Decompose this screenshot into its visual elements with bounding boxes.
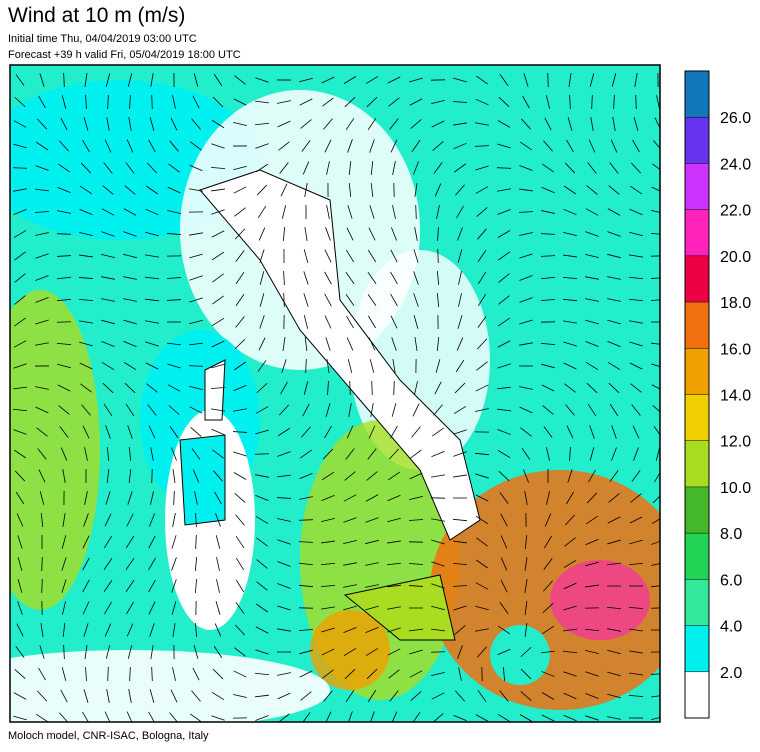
field-magenta bbox=[550, 560, 650, 640]
colorbar-label: 18.0 bbox=[720, 295, 751, 312]
colorbar-bin bbox=[685, 487, 709, 533]
colorbar-label: 20.0 bbox=[720, 249, 751, 266]
colorbar-label: 12.0 bbox=[720, 434, 751, 451]
wind-arrow bbox=[416, 205, 417, 219]
colorbar-label: 10.0 bbox=[720, 480, 751, 497]
colorbar-bin bbox=[685, 302, 709, 348]
colorbar-bin bbox=[685, 71, 709, 117]
colorbar-bin bbox=[685, 395, 709, 441]
wind-arrow bbox=[108, 667, 109, 681]
map-field bbox=[0, 65, 690, 730]
colorbar-label: 24.0 bbox=[720, 156, 751, 173]
colorbar-bin bbox=[685, 348, 709, 394]
sardinia bbox=[180, 435, 225, 525]
colorbar-bin bbox=[685, 256, 709, 302]
colorbar-label: 4.0 bbox=[720, 619, 742, 636]
colorbar-bin bbox=[685, 117, 709, 163]
wind-arrow bbox=[189, 366, 203, 367]
wind-arrow bbox=[636, 95, 637, 109]
colorbar-label: 14.0 bbox=[720, 388, 751, 405]
wind-arrow bbox=[548, 73, 549, 87]
colorbar-bin bbox=[685, 441, 709, 487]
colorbar: 2.0 4.0 6.0 8.0 10.0 12.0 14.0 16.0 18.0 20.0 22.0… bbox=[685, 71, 751, 718]
colorbar-label: 8.0 bbox=[720, 526, 742, 543]
colorbar-bin bbox=[685, 672, 709, 718]
colorbar-label: 22.0 bbox=[720, 203, 751, 220]
wind-arrow bbox=[431, 652, 445, 653]
colorbar-label: 26.0 bbox=[720, 110, 751, 127]
title: Wind at 10 m (m/s) bbox=[8, 4, 185, 27]
initial-time: Initial time Thu, 04/04/2019 03:00 UTC bbox=[8, 33, 197, 45]
cyclone-eye bbox=[490, 625, 550, 685]
footer: Moloch model, CNR-ISAC, Bologna, Italy bbox=[8, 730, 209, 742]
colorbar-label: 2.0 bbox=[720, 665, 742, 682]
colorbar-bin bbox=[685, 533, 709, 579]
colorbar-bin bbox=[685, 210, 709, 256]
wind-arrow bbox=[394, 381, 395, 395]
forecast-time: Forecast +39 h valid Fri, 05/04/2019 18:… bbox=[8, 49, 241, 61]
wind-arrow bbox=[42, 579, 43, 593]
colorbar-label: 16.0 bbox=[720, 341, 751, 358]
colorbar-label: 6.0 bbox=[720, 572, 742, 589]
colorbar-bin bbox=[685, 163, 709, 209]
colorbar-bin bbox=[685, 579, 709, 625]
colorbar-bin bbox=[685, 626, 709, 672]
